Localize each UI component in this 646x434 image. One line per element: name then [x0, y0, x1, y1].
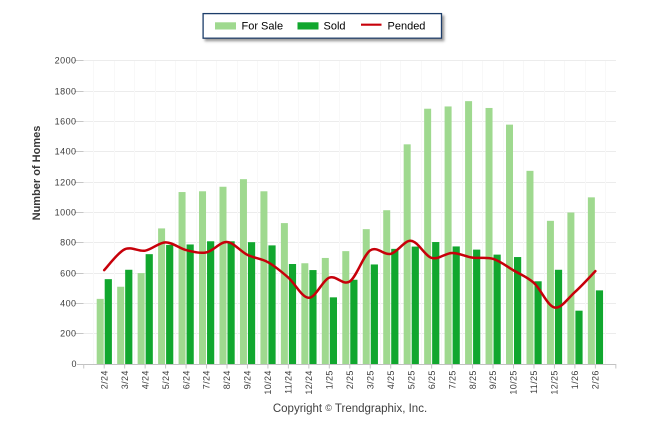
svg-text:1/26: 1/26	[570, 370, 580, 389]
svg-text:0: 0	[71, 359, 76, 369]
svg-text:400: 400	[60, 299, 76, 309]
svg-text:Sold: Sold	[324, 21, 346, 33]
svg-text:1600: 1600	[55, 117, 77, 127]
svg-text:For Sale: For Sale	[242, 21, 284, 33]
svg-text:4/24: 4/24	[140, 370, 150, 389]
svg-text:11/24: 11/24	[284, 370, 294, 394]
svg-text:10/25: 10/25	[509, 370, 519, 394]
svg-text:4/25: 4/25	[386, 370, 396, 389]
svg-text:7/25: 7/25	[447, 370, 457, 389]
svg-text:8/25: 8/25	[468, 370, 478, 389]
svg-text:200: 200	[60, 329, 76, 339]
svg-text:1800: 1800	[55, 87, 77, 97]
svg-text:2/26: 2/26	[591, 370, 601, 389]
svg-text:3/24: 3/24	[120, 370, 130, 389]
svg-text:5/25: 5/25	[406, 370, 416, 389]
svg-text:2/24: 2/24	[99, 370, 109, 389]
svg-text:5/24: 5/24	[161, 370, 171, 389]
svg-text:9/25: 9/25	[488, 370, 498, 389]
svg-text:9/24: 9/24	[243, 370, 253, 389]
svg-text:6/25: 6/25	[427, 370, 437, 389]
svg-text:2/25: 2/25	[345, 370, 355, 389]
svg-text:600: 600	[60, 269, 76, 279]
svg-text:1/25: 1/25	[325, 370, 335, 389]
svg-text:Number of Homes: Number of Homes	[31, 126, 43, 221]
svg-text:800: 800	[60, 238, 76, 248]
svg-text:12/25: 12/25	[550, 370, 560, 394]
svg-text:11/25: 11/25	[529, 370, 539, 394]
svg-text:Copyright © Trendgraphix, Inc.: Copyright © Trendgraphix, Inc.	[273, 403, 427, 415]
svg-text:1200: 1200	[55, 178, 77, 188]
svg-text:1000: 1000	[55, 208, 77, 218]
svg-text:Pended: Pended	[388, 21, 426, 33]
svg-text:3/25: 3/25	[365, 370, 375, 389]
svg-text:7/24: 7/24	[202, 370, 212, 389]
svg-text:12/24: 12/24	[304, 370, 314, 394]
svg-text:8/24: 8/24	[222, 370, 232, 389]
svg-text:6/24: 6/24	[181, 370, 191, 389]
svg-text:1400: 1400	[55, 147, 77, 157]
svg-text:10/24: 10/24	[263, 370, 273, 394]
svg-text:2000: 2000	[55, 56, 77, 66]
